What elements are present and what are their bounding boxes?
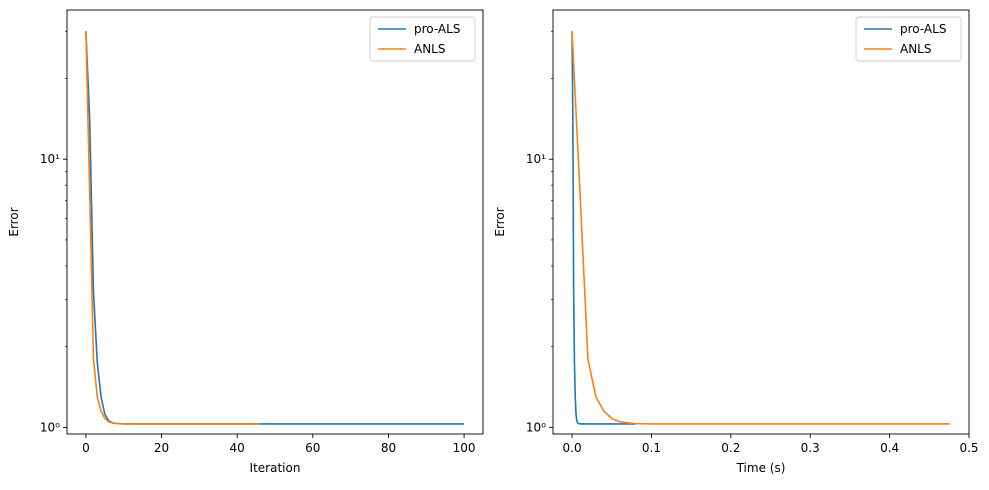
y-tick-label: 10⁰	[526, 420, 546, 434]
x-tick-label: 60	[305, 441, 320, 455]
chart-panel-1: 0 20 40 60 80 100 10⁰ 10¹ Iteration Error pro-ALS A…	[7, 9, 484, 475]
series-line-pro-als	[571, 31, 636, 425]
legend-box	[369, 16, 476, 62]
x-tick-label: 0.1	[642, 441, 661, 455]
x-axis-label: Iteration	[250, 461, 301, 475]
x-tick-label: 100	[453, 441, 476, 455]
x-tick-label: 20	[154, 441, 169, 455]
series-line-anls	[571, 31, 950, 425]
x-tick-label: 0.2	[721, 441, 740, 455]
legend-box	[855, 16, 962, 62]
legend-label: ANLS	[900, 42, 932, 56]
x-tick-label: 0.4	[880, 441, 899, 455]
legend-label: pro-ALS	[414, 22, 460, 36]
axes-frame	[66, 9, 484, 435]
legend-label: ANLS	[414, 42, 446, 56]
legend-label: pro-ALS	[900, 22, 946, 36]
y-tick-label: 10¹	[40, 152, 60, 166]
series-line-pro-als	[85, 31, 465, 425]
axes-frame	[552, 9, 970, 435]
series-line-anls	[85, 31, 260, 425]
x-tick-label: 40	[230, 441, 245, 455]
x-axis-label: Time (s)	[736, 461, 786, 475]
y-axis-label: Error	[7, 207, 21, 236]
legend: pro-ALS ANLS	[855, 16, 962, 62]
chart-panel-2: 0.0 0.1 0.2 0.3 0.4 0.5 10⁰ 10¹ Time (s) Error pro…	[493, 9, 979, 475]
x-tick-label: 0	[82, 441, 90, 455]
x-tick-label: 0.0	[563, 441, 582, 455]
y-axis-label: Error	[493, 207, 507, 236]
legend: pro-ALS ANLS	[369, 16, 476, 62]
y-tick-label: 10⁰	[40, 420, 60, 434]
x-tick-label: 0.3	[801, 441, 820, 455]
x-tick-label: 80	[381, 441, 396, 455]
y-tick-label: 10¹	[526, 152, 546, 166]
x-tick-label: 0.5	[959, 441, 978, 455]
